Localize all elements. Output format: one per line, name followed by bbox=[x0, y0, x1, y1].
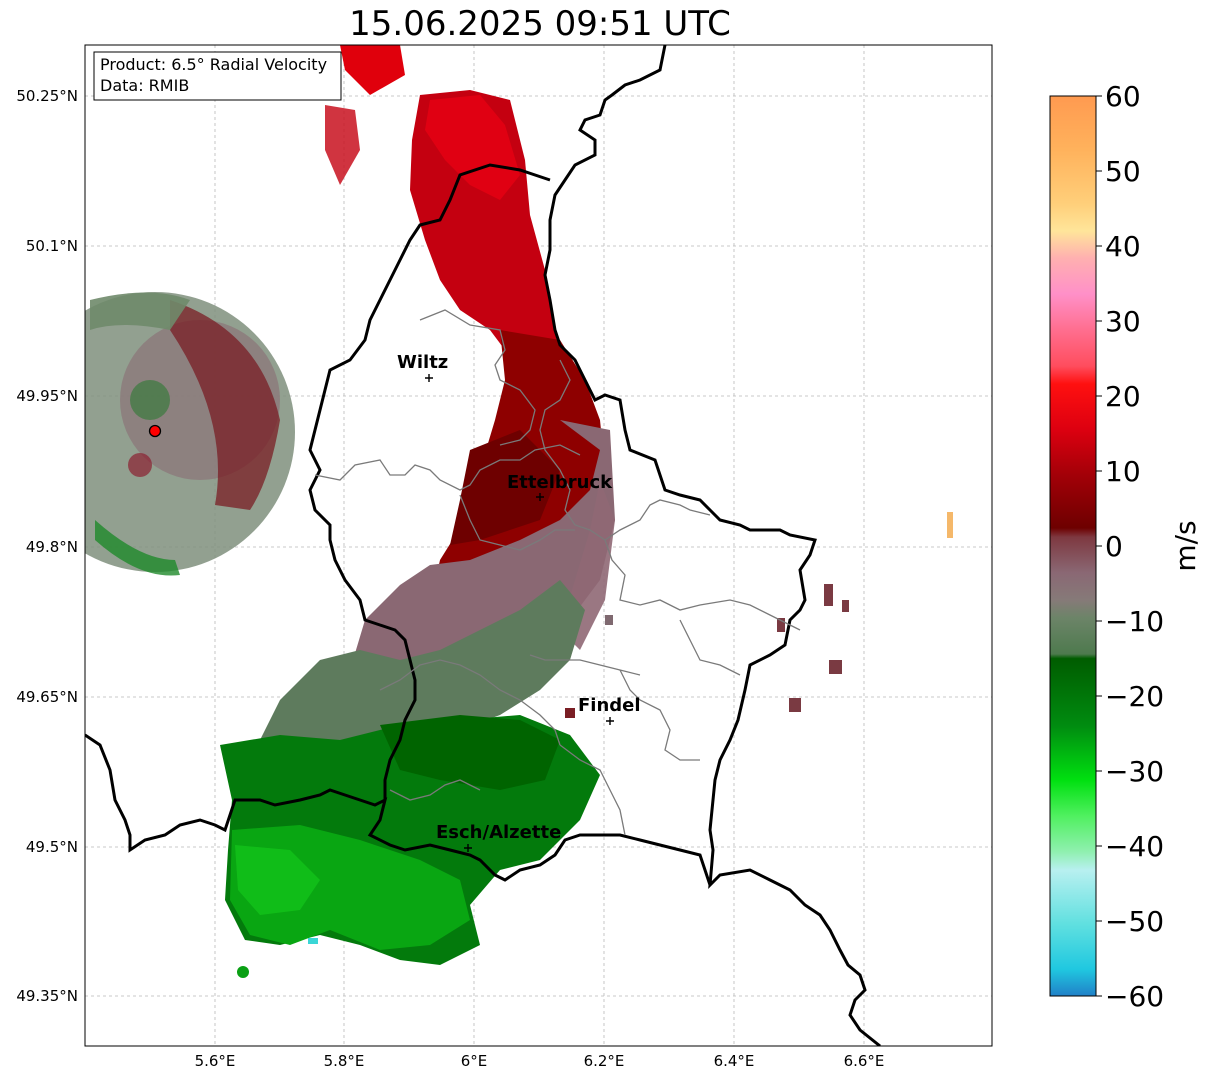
lat-tick-label: 49.8°N bbox=[26, 538, 78, 556]
colorbar-tick-label: 20 bbox=[1105, 380, 1141, 413]
lon-tick-label: 6.6°E bbox=[844, 1052, 885, 1070]
map-title: 15.06.2025 09:51 UTC bbox=[349, 4, 731, 44]
lat-tick-label: 49.5°N bbox=[26, 838, 78, 856]
luxembourg-border bbox=[308, 163, 551, 800]
lon-tick-label: 6°E bbox=[461, 1052, 488, 1070]
city-label-findel: Findel bbox=[578, 695, 641, 716]
plot-frame bbox=[84, 44, 993, 1047]
colorbar-scale bbox=[1049, 95, 1097, 997]
lon-tick-label: 6.4°E bbox=[714, 1052, 755, 1070]
colorbar-tick-label: 50 bbox=[1105, 155, 1141, 188]
radar-echo-scattered bbox=[565, 512, 953, 718]
lat-tick-labels: 50.25°N 50.1°N 49.95°N 49.8°N 49.65°N 49… bbox=[16, 87, 78, 1005]
lat-tick-label: 49.65°N bbox=[16, 688, 78, 706]
info-product: Product: 6.5° Radial Velocity bbox=[100, 55, 327, 74]
lon-tick-label: 5.6°E bbox=[195, 1052, 236, 1070]
colorbar-tick-label: −60 bbox=[1105, 980, 1164, 1013]
info-box: Product: 6.5° Radial Velocity Data: RMIB bbox=[93, 51, 342, 101]
city-label-wiltz: Wiltz bbox=[397, 352, 448, 373]
colorbar: 60 50 40 30 20 10 0 −10 −20 −30 −40 −50 … bbox=[1049, 80, 1202, 1013]
lon-tick-label: 5.8°E bbox=[324, 1052, 365, 1070]
lat-tick-label: 50.25°N bbox=[16, 87, 78, 105]
city-label-esch-alzette: Esch/Alzette bbox=[436, 822, 561, 843]
radar-clutter-ring bbox=[85, 292, 295, 576]
colorbar-tick-label: −40 bbox=[1105, 830, 1164, 863]
colorbar-tick-label: −30 bbox=[1105, 755, 1164, 788]
city-label-ettelbruck: Ettelbruck bbox=[507, 472, 613, 493]
colorbar-tick-label: 60 bbox=[1105, 80, 1141, 113]
lon-tick-label: 6.2°E bbox=[584, 1052, 625, 1070]
colorbar-tick-label: 40 bbox=[1105, 230, 1141, 263]
colorbar-tick-label: 30 bbox=[1105, 305, 1141, 338]
colorbar-tick-label: 10 bbox=[1105, 455, 1141, 488]
colorbar-tick-label: −50 bbox=[1105, 905, 1164, 938]
colorbar-tick-label: −10 bbox=[1105, 605, 1164, 638]
lat-tick-label: 50.1°N bbox=[26, 237, 78, 255]
info-data-source: Data: RMIB bbox=[100, 76, 189, 95]
radar-echo-slight-approaching bbox=[260, 580, 585, 765]
national-border bbox=[543, 45, 881, 1046]
city-markers bbox=[425, 374, 614, 852]
canton-borders bbox=[314, 309, 801, 836]
lat-tick-label: 49.95°N bbox=[16, 387, 78, 405]
colorbar-unit-label: m/s bbox=[1169, 520, 1202, 571]
colorbar-tick-label: 0 bbox=[1105, 530, 1123, 563]
colorbar-tick-label: −20 bbox=[1105, 680, 1164, 713]
lon-tick-labels: 5.6°E 5.8°E 6°E 6.2°E 6.4°E 6.6°E bbox=[195, 1052, 885, 1070]
radar-echo-approaching bbox=[220, 715, 600, 978]
radar-site-marker bbox=[148, 424, 162, 438]
lat-tick-label: 49.35°N bbox=[16, 987, 78, 1005]
